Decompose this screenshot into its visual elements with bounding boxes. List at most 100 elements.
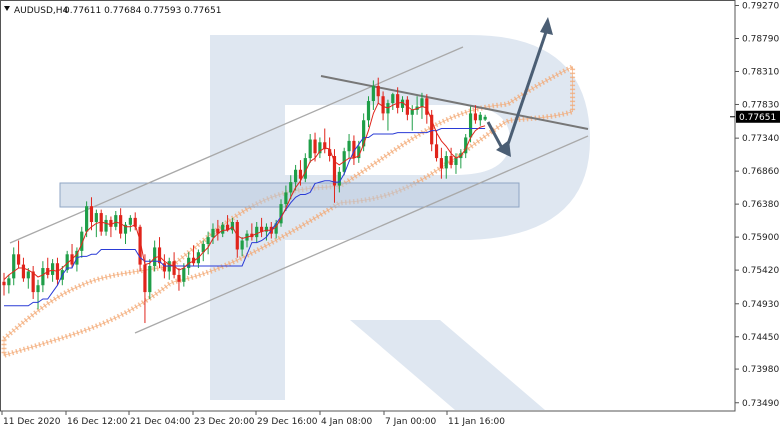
candle-body	[400, 99, 405, 108]
candle-body	[177, 274, 181, 282]
candle-body	[328, 149, 332, 157]
candle-body	[206, 237, 210, 244]
candle-body	[133, 217, 137, 227]
candle-body	[148, 265, 152, 293]
candle-body	[16, 254, 21, 265]
candle-body	[31, 271, 35, 293]
candle-body	[89, 206, 94, 222]
candle-body	[191, 257, 196, 264]
ohlc-values: 0.77611 0.77684 0.77593 0.77651	[64, 6, 221, 16]
y-tick-label: 0.76860	[742, 167, 779, 177]
candle-body	[371, 85, 375, 102]
y-tick-label: 0.75420	[742, 266, 779, 276]
resistance-line	[320, 75, 589, 130]
current-price-tag: 0.77651	[730, 110, 780, 123]
candle-body	[298, 169, 303, 179]
candle-body	[12, 254, 16, 279]
x-tick-label: 23 Dec 20:00	[194, 417, 255, 427]
x-tick-label: 7 Jan 00:00	[385, 417, 437, 427]
kijun-line	[4, 128, 486, 307]
candle-body	[313, 139, 317, 154]
candle-body	[201, 243, 205, 253]
candle-body	[449, 156, 453, 165]
x-tick-label: 16 Dec 12:00	[67, 417, 128, 427]
y-tick-label: 0.73490	[742, 399, 779, 409]
candle-body	[303, 158, 307, 179]
grid	[0, 0, 736, 412]
candle-body	[468, 113, 473, 138]
channel-lower-line	[134, 135, 589, 334]
candle-body	[289, 182, 293, 193]
candle-body	[337, 171, 341, 186]
candle-body	[109, 219, 113, 227]
price-tag-box	[736, 110, 780, 123]
x-tick-label: 4 Jan 08:00	[321, 417, 373, 427]
candle-body	[357, 146, 361, 159]
time-axis[interactable]: 11 Dec 2020 16 Dec 12:00 21 Dec 04:00 23 De…	[1, 411, 505, 427]
candle-body	[323, 142, 327, 150]
watermark-r-leg	[350, 320, 545, 410]
candle-body	[425, 98, 429, 115]
y-tick-label: 0.79270	[742, 1, 779, 11]
candle-body	[211, 228, 215, 238]
candle-body	[221, 224, 225, 234]
candle-body	[391, 94, 395, 104]
candle-body	[51, 263, 55, 275]
candle-body	[162, 263, 166, 272]
candle-body	[439, 158, 443, 169]
candle-body	[65, 254, 69, 271]
candle-body	[366, 101, 371, 121]
y-tick-label: 0.73980	[742, 365, 779, 375]
y-tick-label: 0.78790	[742, 34, 779, 44]
candle-body	[376, 85, 380, 97]
candle-body	[279, 204, 283, 224]
candle-body	[454, 158, 458, 165]
candle-body	[230, 221, 235, 231]
y-tick-label: 0.76380	[742, 200, 779, 210]
candle-body	[21, 264, 26, 279]
candle-body	[240, 240, 244, 250]
candle-body	[85, 206, 89, 232]
x-tick-label: 11 Dec 2020	[3, 417, 61, 427]
candle-body	[2, 281, 6, 286]
candle-body	[26, 271, 30, 279]
y-tick-label: 0.74930	[742, 300, 779, 310]
candle-body	[294, 169, 298, 183]
dropdown-triangle-icon[interactable]	[4, 6, 10, 11]
candle-body	[318, 142, 322, 154]
candle-body	[80, 231, 84, 251]
candle-body	[420, 98, 424, 107]
y-tick-label: 0.77340	[742, 134, 779, 144]
candle-body	[114, 215, 118, 227]
candle-body	[284, 192, 288, 205]
ichimoku-cloud	[1, 62, 576, 359]
cloud-edge	[3, 66, 573, 356]
candle-body	[94, 213, 98, 222]
y-tick-label: 0.78310	[742, 67, 779, 77]
tenkan-line	[3, 101, 486, 281]
y-tick-label: 0.77830	[742, 100, 779, 110]
x-tick-label: 29 Dec 16:00	[257, 417, 318, 427]
candle-body	[381, 96, 385, 114]
candle-body	[182, 268, 186, 282]
price-axis[interactable]: 0.79270 0.78790 0.78310 0.77830 0.77340 0.768…	[735, 1, 779, 409]
candle-body	[41, 268, 45, 286]
candle-body	[264, 226, 269, 232]
candle-body	[362, 120, 366, 147]
arrow-up-leg	[503, 31, 548, 154]
candle-body	[405, 99, 409, 115]
candle-body	[347, 140, 351, 152]
candle-body	[259, 226, 264, 232]
candle-body	[274, 223, 278, 234]
candle-body	[396, 94, 400, 108]
candle-body	[128, 217, 132, 225]
candle-body	[464, 137, 468, 154]
candle-body	[332, 156, 337, 186]
candle-body	[430, 114, 434, 145]
candle-body	[410, 109, 414, 115]
symbol-label: AUDUSD,H4	[14, 6, 69, 16]
candle-body	[216, 228, 220, 234]
arrow-down-leg	[486, 121, 505, 151]
candle-body	[157, 247, 162, 264]
